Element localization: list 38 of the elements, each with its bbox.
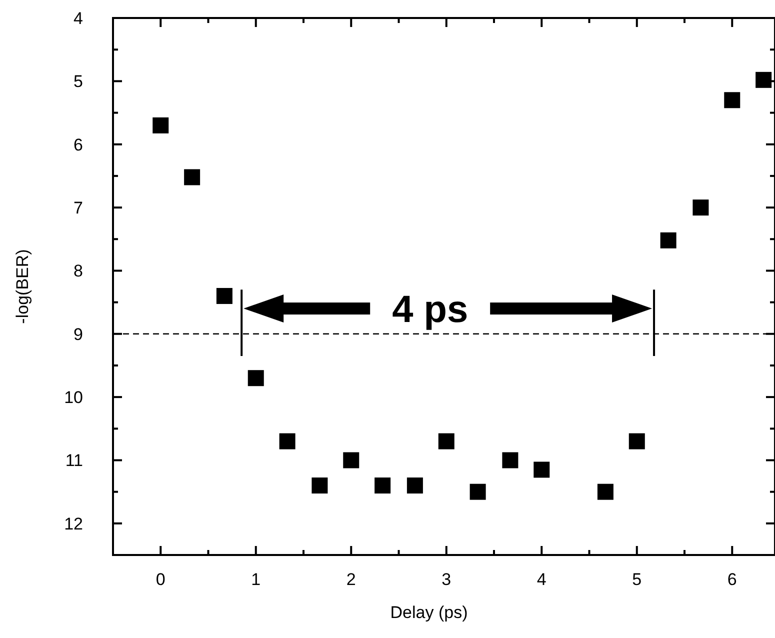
annotation: 4 ps [392,288,468,331]
point [502,452,518,468]
point [216,288,232,304]
point [628,433,645,450]
y-tick-label: 8 [74,262,83,281]
y-axis-title: -log(BER) [13,249,32,324]
x-tick-label: 1 [251,570,261,589]
x-tick-label: 3 [442,570,452,589]
y-tick-label: 12 [64,514,83,534]
point [312,478,328,494]
point [374,478,391,494]
x-tick-label: 5 [632,570,642,589]
point [756,72,772,88]
y-tick-label: 10 [64,388,83,408]
y-tick-label: 7 [74,198,83,218]
x-tick-label: 6 [727,570,737,589]
point [343,452,360,468]
point [248,370,264,386]
point [597,484,614,500]
y-tick-label: 9 [74,324,83,344]
point [152,117,169,134]
point [692,200,709,216]
point [660,232,676,248]
point [406,478,423,494]
y-tick-label: 11 [65,451,83,470]
point [724,92,740,108]
x-tick-label: 0 [156,570,166,589]
x-tick-label: 2 [346,570,356,589]
y-tick-label: 6 [74,135,83,154]
point [438,433,454,450]
y-tick-label: 4 [74,8,83,28]
y-tick-label: 5 [74,72,83,92]
point [279,433,296,450]
x-tick-label: 4 [536,570,546,589]
point [470,484,486,500]
point [534,462,550,478]
point [184,169,200,186]
x-axis-title: Delay (ps) [390,603,468,622]
